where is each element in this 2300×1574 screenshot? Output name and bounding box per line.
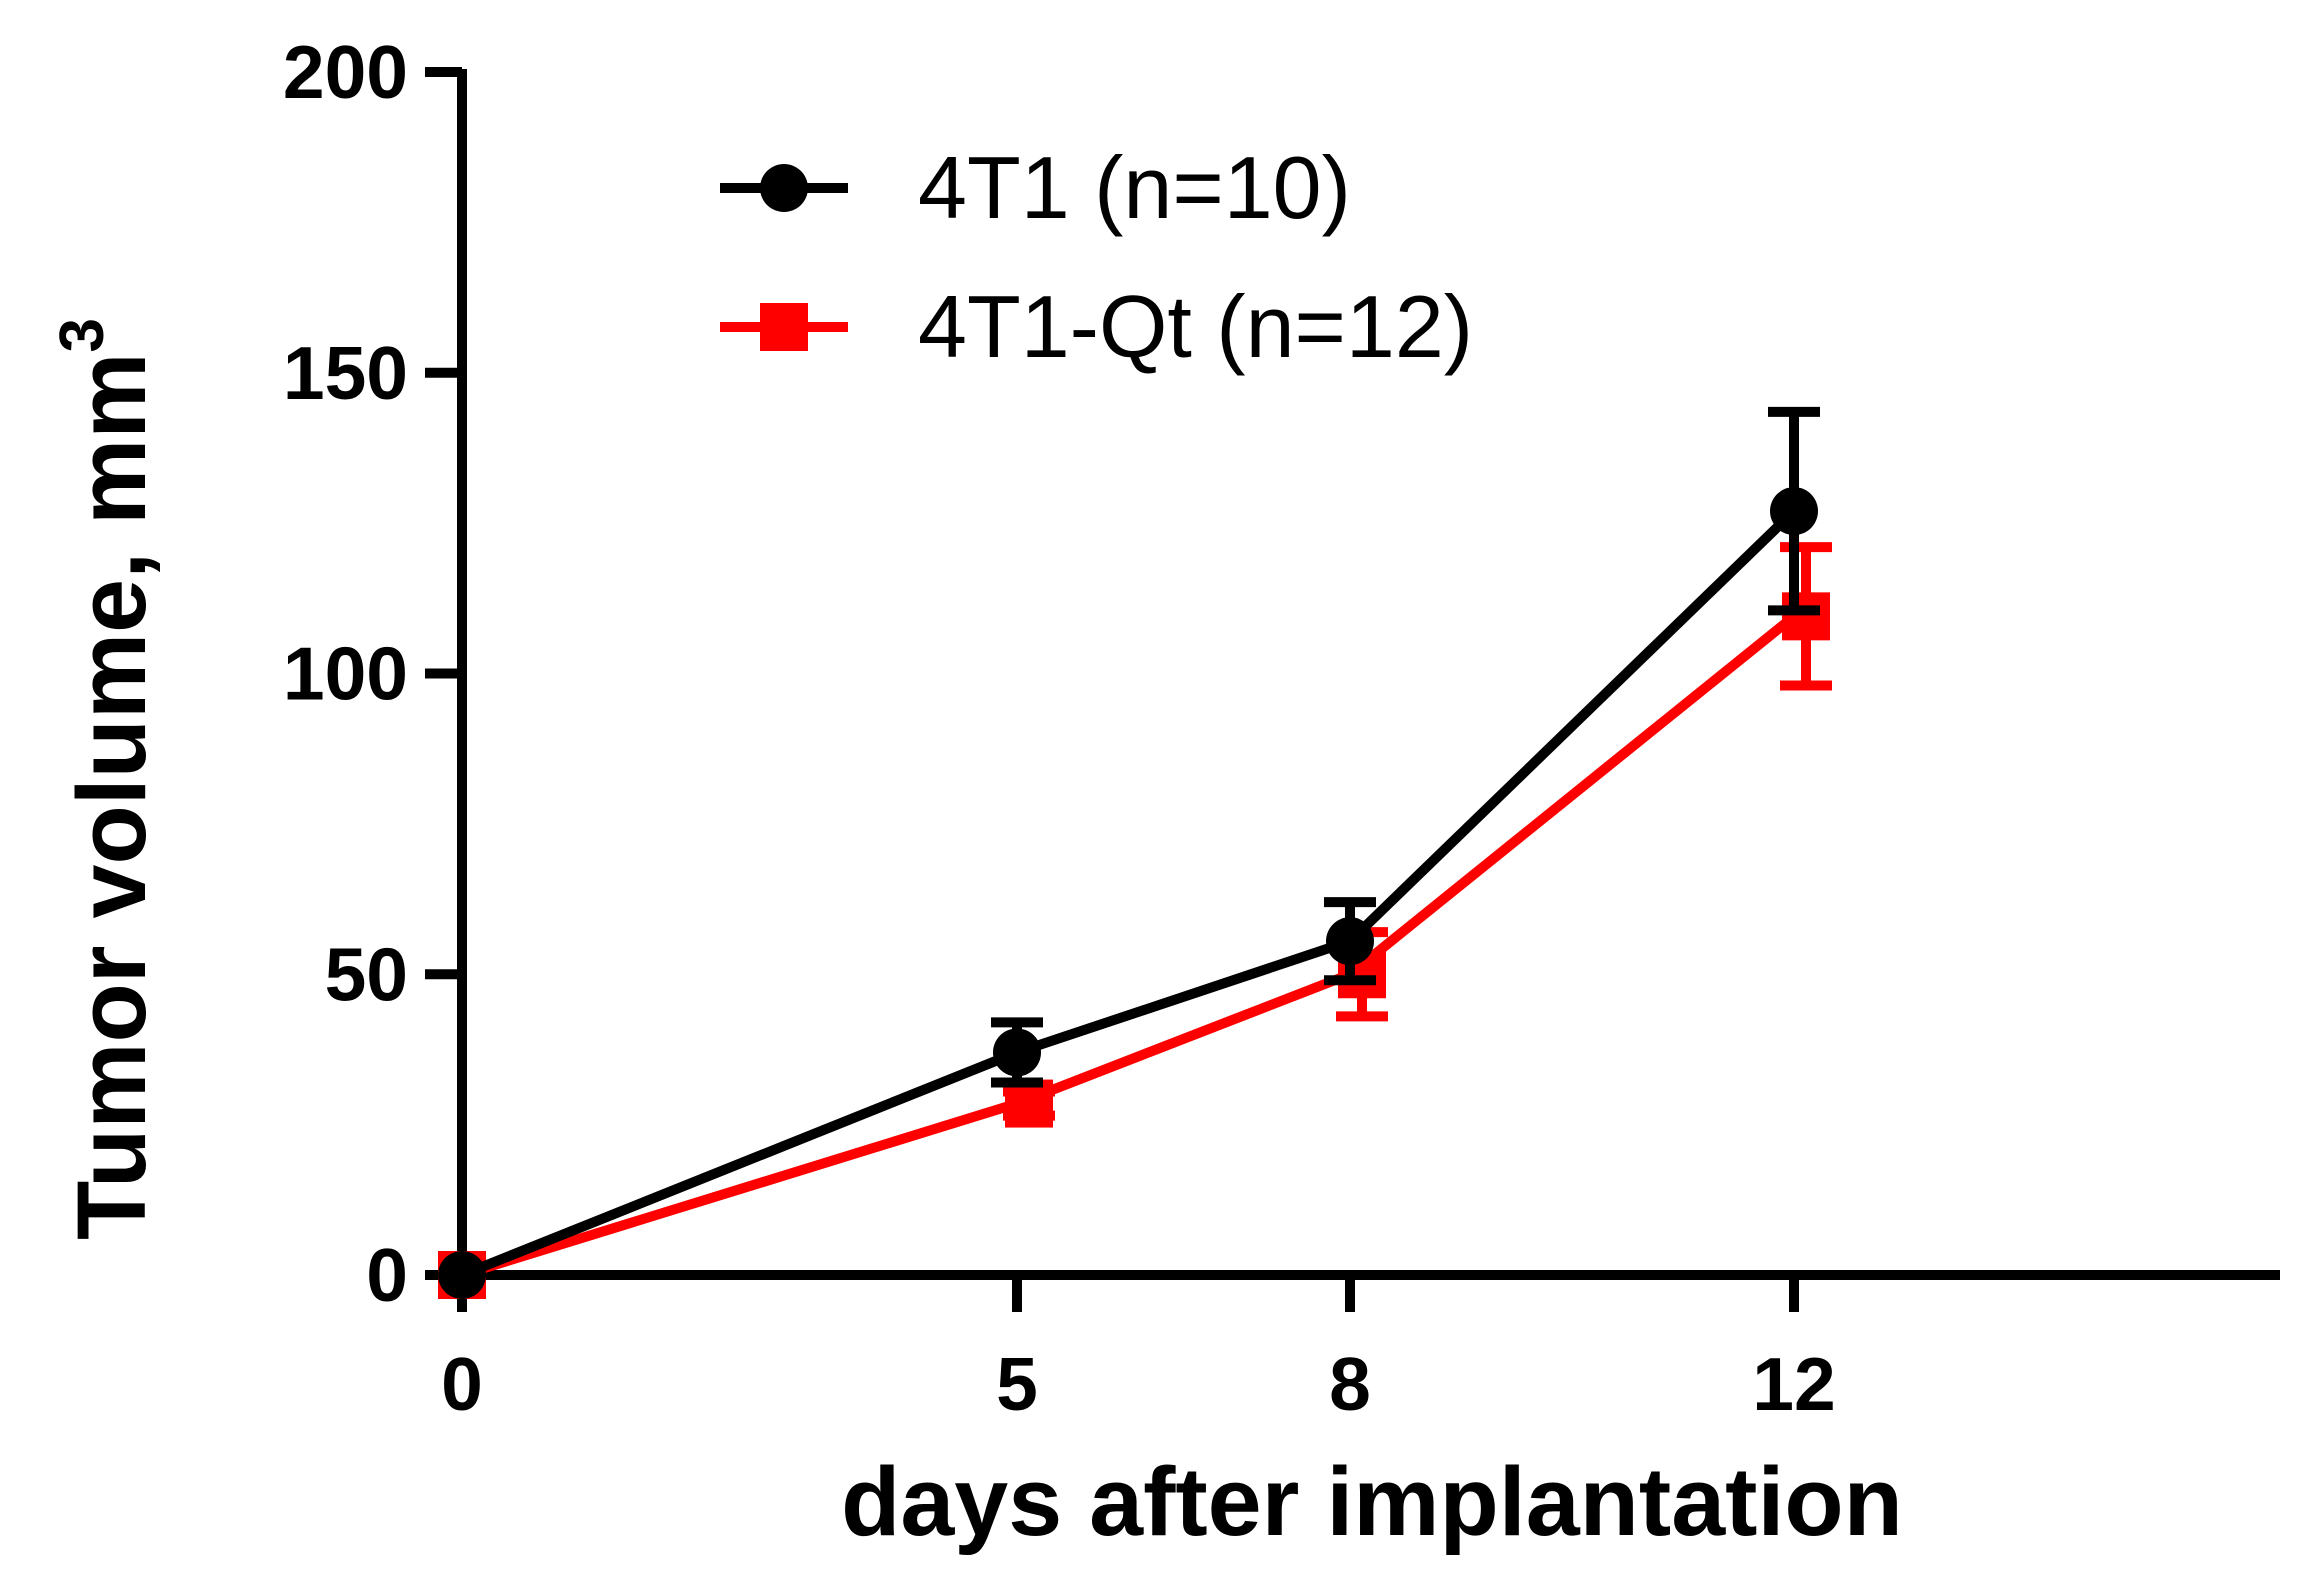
legend-item-0: 4T1 (n=10) (720, 138, 1351, 237)
data-point (438, 1251, 486, 1299)
y-axis-title: Tumor volume, mm3 (48, 318, 166, 1240)
data-point (1326, 917, 1374, 966)
y-tick-label: 100 (283, 632, 408, 716)
y-axis-title-superscript: 3 (48, 318, 117, 352)
series-line (460, 507, 1798, 1280)
x-tick-label: 0 (441, 1342, 483, 1426)
x-axis-title: days after implantation (841, 1447, 1903, 1556)
x-tick-label: 12 (1752, 1342, 1835, 1426)
series-1 (438, 542, 1832, 1299)
series-layer (438, 406, 1832, 1299)
data-point (993, 1028, 1041, 1077)
legend-item-1: 4T1-Qt (n=12) (720, 277, 1473, 376)
axes (457, 69, 2280, 1280)
legend-marker (760, 164, 808, 212)
y-tick-label: 50 (325, 932, 408, 1016)
legend: 4T1 (n=10) 4T1-Qt (n=12) (720, 138, 1473, 376)
y-axis-title-text: Tumor volume, mm (57, 353, 166, 1241)
series-0 (438, 406, 1820, 1299)
data-point (1005, 1079, 1053, 1128)
y-tick-label: 0 (366, 1233, 408, 1317)
legend-label: 4T1 (n=10) (918, 138, 1351, 237)
y-tick-label: 200 (283, 30, 408, 114)
data-point (1770, 487, 1818, 536)
x-ticks: 0 5 8 12 (441, 1275, 1836, 1426)
series-line (460, 612, 1798, 1280)
legend-marker (760, 303, 808, 351)
y-ticks: 0 50 100 150 200 (283, 30, 462, 1317)
x-tick-label: 8 (1329, 1342, 1371, 1426)
y-tick-label: 150 (283, 331, 408, 415)
legend-label: 4T1-Qt (n=12) (918, 277, 1473, 376)
x-tick-label: 5 (996, 1342, 1038, 1426)
